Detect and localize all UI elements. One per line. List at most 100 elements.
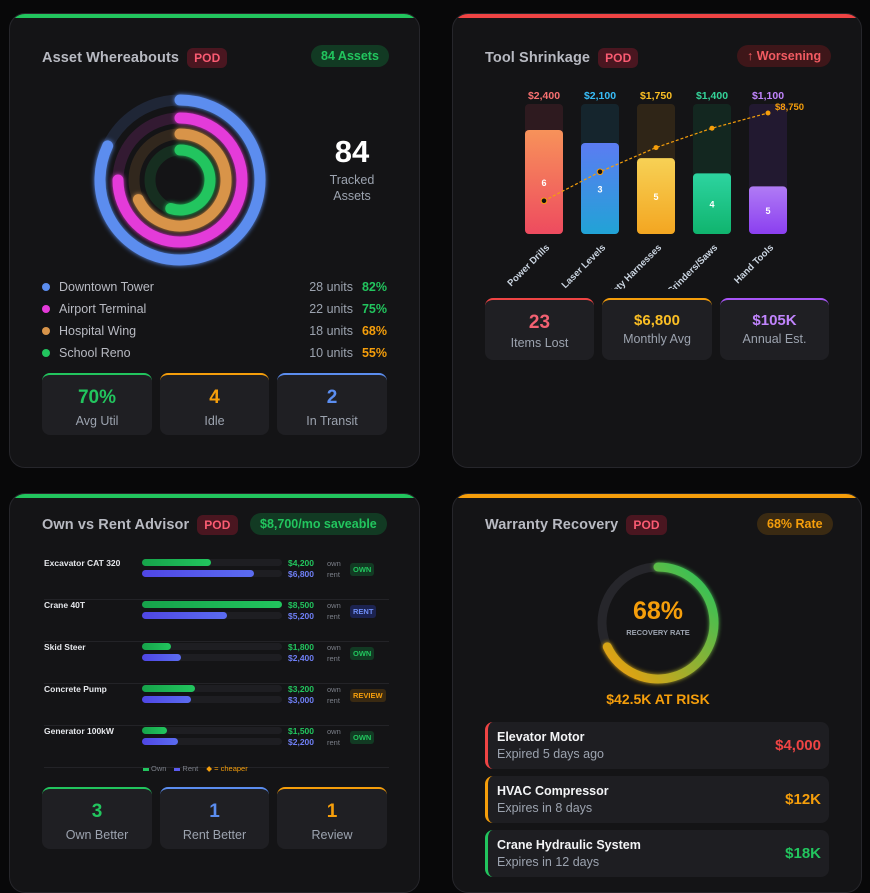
own-rent-row[interactable]: Crane 40T $8,500 $5,200 own rent RENT [44,600,389,642]
warranty-item-title: HVAC Compressor [497,784,609,798]
card-title: Warranty Recovery POD [485,515,667,535]
kpi-value: 3 [91,801,103,822]
warranty-item-amount: $18K [785,845,821,862]
cumulative-line [543,112,769,202]
equipment-name: Crane 40T [44,600,86,610]
category-tick-label: Hand Tools [732,242,776,286]
own-bar [142,727,168,734]
kpi-own-better: 3 Own Better [42,787,152,849]
card-accent-bar [453,494,861,498]
rent-cost: $2,200 [288,737,314,747]
warranty-item-title: Elevator Motor [497,730,585,744]
own-rent-row[interactable]: Generator 100kW $1,500 $2,200 own rent O… [44,726,389,768]
bar-value-label: $2,100 [584,90,616,102]
own-word: own [327,601,341,610]
rent-cost: $3,000 [288,695,314,705]
site-name: Airport Terminal [59,302,147,316]
warranty-item[interactable]: Elevator Motor Expired 5 days ago $4,000 [485,722,829,769]
own-cost: $1,800 [288,642,314,652]
asset-whereabouts-title: Asset Whereabouts [42,50,180,66]
recommendation-tag: REVIEW [350,689,386,702]
bar[interactable] [525,130,563,234]
own-bar [142,601,282,608]
tracked-label-1: Tracked [329,173,375,187]
recommendation-tag: OWN [350,731,375,744]
cumulative-total-label: $8,750 [775,102,804,113]
warranty-title: Warranty Recovery [485,517,619,533]
own-cost: $3,200 [288,684,314,694]
cumulative-point [540,197,548,205]
kpi-label: Avg Util [75,414,119,428]
own-swatch [143,767,149,771]
site-color-dot [42,349,50,357]
own-cost: $4,200 [288,558,314,568]
rent-bar [142,738,179,745]
equipment-name: Skid Steer [44,642,86,652]
own-bar [142,643,172,650]
site-util-pct: 55% [361,346,387,360]
rent-cost: $5,200 [288,611,314,621]
legend-cheaper-label: = cheaper [214,764,248,773]
own-vs-rent-title: Own vs Rent Advisor [42,517,190,533]
gauge-arc [602,562,719,684]
site-name: School Reno [59,346,131,360]
own-rent-row[interactable]: Concrete Pump $3,200 $3,000 own rent REV… [44,684,389,726]
tracked-count: 84 [334,134,370,169]
pod-badge: POD [598,48,639,68]
rent-bar-track [142,612,282,619]
own-word: own [327,727,341,736]
bar[interactable] [637,158,675,234]
bar[interactable] [581,143,619,234]
rent-bar [142,654,182,661]
recommendation-tag: RENT [350,605,377,618]
cumulative-point [596,168,604,176]
rent-cost: $2,400 [288,653,314,663]
site-name: Downtown Tower [59,280,154,294]
warranty-item[interactable]: HVAC Compressor Expires in 8 days $12K [485,776,829,823]
recommendation-tag: OWN [350,563,375,576]
kpi-value: 1 [209,801,220,822]
rent-word: rent [327,570,340,579]
site-legend-row: Airport Terminal 22 units 75% [42,300,387,318]
kpi-value: $6,800 [634,312,680,329]
kpi-annual-est: $105K Annual Est. [720,298,829,360]
warranty-item-status: Expires in 8 days [497,801,593,815]
own-rent-row[interactable]: Skid Steer $1,800 $2,400 own rent OWN [44,642,389,684]
site-util-pct: 82% [361,280,387,294]
kpi-in-transit: 2 In Transit [277,373,387,435]
card-title: Asset Whereabouts POD [42,48,228,68]
pod-badge: POD [626,515,667,535]
own-word: own [327,685,341,694]
category-tick-label: Power Drills [506,242,553,289]
site-name: Hospital Wing [59,324,137,338]
kpi-value: 2 [326,387,338,408]
rent-cost: $6,800 [288,569,314,579]
ring-arc [94,94,266,266]
own-bar [142,685,196,692]
rent-bar-track [142,738,282,745]
cumulative-point [709,125,715,131]
kpi-rent-better: 1 Rent Better [160,787,269,849]
legend-own-label: Own [151,764,167,773]
own-vs-rent-card: Own vs Rent Advisor POD $8,700/mo saveab… [9,493,420,893]
bar[interactable] [693,173,731,234]
own-word: own [327,643,341,652]
card-title: Tool Shrinkage POD [485,48,639,68]
rent-bar-track [142,696,282,703]
rent-word: rent [327,696,340,705]
pod-badge: POD [197,515,238,535]
own-rent-row[interactable]: Excavator CAT 320 $4,200 $6,800 own rent… [44,558,389,600]
rent-swatch [174,767,181,771]
legend-rent-label: Rent [182,764,199,773]
bar[interactable] [749,186,787,234]
site-legend-row: School Reno 10 units 55% [42,344,387,362]
card-title: Own vs Rent Advisor POD [42,515,238,535]
asset-whereabouts-card: Asset Whereabouts POD 84 Assets 84 Track… [9,13,420,468]
rent-bar [142,612,228,619]
kpi-items-lost: 23 Items Lost [485,298,594,360]
site-legend-row: Downtown Tower 28 units 82% [42,278,387,296]
warranty-item[interactable]: Crane Hydraulic System Expires in 12 day… [485,830,829,877]
own-bar-track [142,601,282,608]
rent-bar [142,696,191,703]
recovery-gauge [597,562,719,684]
